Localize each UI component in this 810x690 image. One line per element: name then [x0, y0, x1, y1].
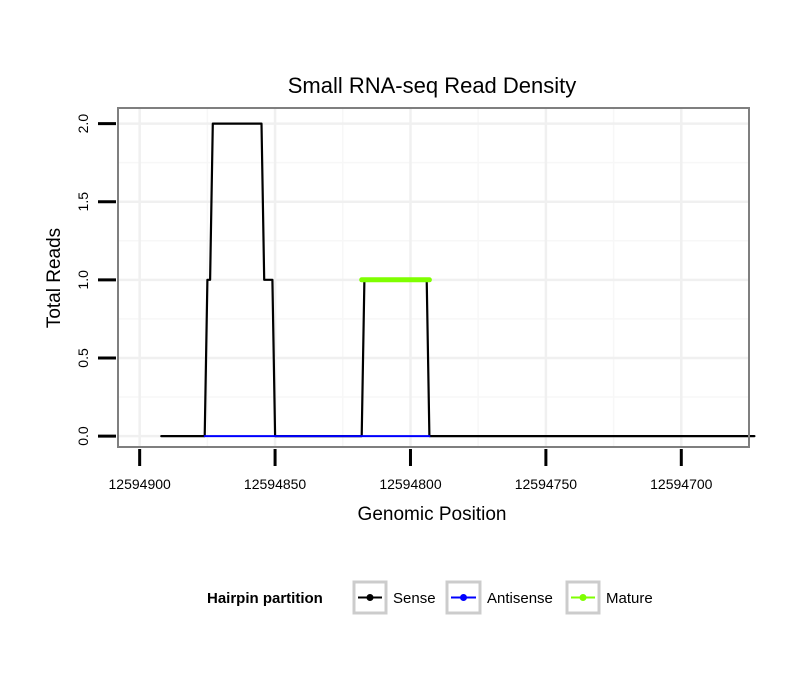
x-tick-label: 12594800	[379, 476, 442, 492]
chart-title: Small RNA-seq Read Density	[288, 73, 577, 98]
y-axis-title: Total Reads	[44, 228, 65, 328]
legend-key-point-mature	[579, 594, 587, 601]
legend-title: Hairpin partition	[207, 590, 323, 607]
y-tick-label: 0.0	[75, 426, 91, 446]
y-tick-label: 2.0	[75, 114, 91, 134]
legend-label-sense: Sense	[393, 590, 436, 607]
legend: Hairpin partition Sense Antisense Mature	[207, 580, 653, 615]
x-axis: 12594900 12594850 12594800 12594750 12594700	[109, 449, 713, 492]
x-axis-title: Genomic Position	[358, 504, 507, 525]
legend-key-point-sense	[366, 594, 374, 601]
plot-border	[117, 107, 750, 448]
y-axis: 0.0 0.5 1.0 1.5 2.0	[75, 114, 116, 446]
y-tick-label: 0.5	[75, 348, 91, 368]
legend-label-antisense: Antisense	[487, 590, 553, 607]
legend-key-point-antisense	[460, 594, 467, 601]
x-tick-label: 12594850	[244, 476, 307, 492]
y-tick-label: 1.0	[75, 270, 91, 290]
x-tick-label: 12594750	[515, 476, 578, 492]
series-lines	[160, 122, 756, 438]
legend-label-mature: Mature	[606, 590, 653, 607]
plot-background	[118, 108, 749, 447]
x-tick-label: 12594900	[109, 476, 172, 492]
x-tick-label: 12594700	[650, 476, 713, 492]
y-tick-label: 1.5	[75, 192, 91, 212]
